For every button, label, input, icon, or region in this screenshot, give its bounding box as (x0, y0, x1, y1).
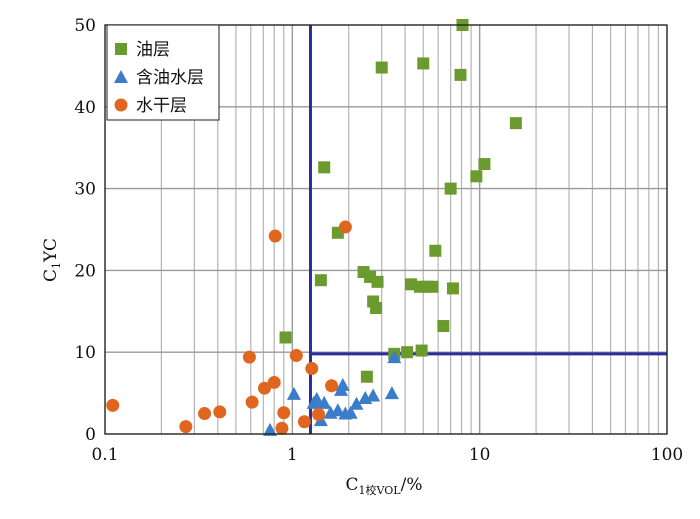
circle-point (338, 220, 352, 234)
square-point (437, 320, 450, 333)
y-axis-label-main: C (41, 269, 61, 282)
square-point (401, 346, 414, 359)
y-tick-label: 40 (74, 98, 96, 118)
legend-marker-circle (114, 98, 128, 112)
y-tick-label: 10 (74, 343, 96, 363)
circle-point (242, 350, 256, 364)
y-tick-label: 50 (74, 16, 96, 36)
triangle-point (330, 403, 345, 417)
triangle-point (387, 350, 402, 364)
circle-point (325, 379, 339, 393)
circle-point (245, 395, 259, 409)
square-point (370, 302, 383, 315)
triangle-point (335, 377, 350, 391)
plot-frame (104, 24, 668, 435)
square-point (509, 117, 522, 130)
circle-point (179, 420, 193, 434)
triangle-point (349, 396, 364, 410)
y-tick-labels: 0 10 20 30 40 50 (74, 16, 96, 445)
y-axis-label-suffix: YC (41, 238, 61, 263)
y-tick-label: 20 (74, 261, 96, 281)
square-point (446, 282, 459, 295)
square-point (375, 61, 388, 74)
triangle-point (263, 422, 278, 436)
x-tick-labels: 0.1 1 10 100 (91, 445, 683, 465)
circle-point (198, 407, 212, 421)
triangle-point (366, 388, 381, 402)
x-axis-label-main: C (346, 475, 359, 495)
square-point (426, 280, 439, 293)
x-tick-label: 10 (469, 445, 491, 465)
triangle-point (343, 405, 358, 419)
square-point (417, 57, 430, 70)
legend-label: 油层 (136, 40, 170, 60)
legend-label: 水干层 (136, 96, 187, 116)
circle-point (106, 398, 120, 412)
square-point (360, 370, 373, 383)
square-point (371, 275, 384, 288)
circle-point (289, 348, 303, 362)
y-tick-label: 30 (74, 180, 96, 200)
circle-point (268, 229, 282, 243)
y-axis-label: C1YC (41, 238, 63, 282)
triangle-point (286, 386, 301, 400)
x-axis-label: C1校VOL/% (346, 475, 423, 497)
circle-point (297, 415, 311, 429)
square-point (470, 170, 483, 183)
x-axis-label-suffix: /% (401, 475, 423, 495)
circle-point (213, 405, 227, 419)
triangle-point (317, 395, 332, 409)
x-tick-label: 1 (287, 445, 298, 465)
x-tick-label: 100 (651, 445, 683, 465)
square-point (478, 158, 491, 171)
legend-marker-triangle (114, 70, 128, 83)
circle-point (275, 421, 289, 435)
y-tick-label: 0 (85, 425, 96, 445)
square-point (415, 344, 428, 357)
square-point (314, 274, 327, 287)
legend-label: 含油水层 (136, 68, 204, 88)
circle-point (312, 407, 326, 421)
plot-border (104, 24, 668, 435)
circle-point (267, 375, 281, 389)
triangle-point (384, 386, 399, 400)
square-point (454, 68, 467, 81)
triangle-point (309, 391, 324, 405)
circle-point (257, 381, 271, 395)
x-axis-label-sub: 1校VOL (359, 483, 402, 497)
square-point (279, 331, 292, 344)
y-axis-label-sub: 1 (50, 262, 63, 269)
square-point (444, 182, 457, 195)
data-points (106, 19, 522, 436)
square-point (318, 161, 331, 174)
x-tick-label: 0.1 (91, 445, 118, 465)
square-point (429, 244, 442, 257)
circle-point (277, 406, 291, 420)
circle-point (305, 362, 319, 376)
legend-marker-square (115, 43, 127, 55)
